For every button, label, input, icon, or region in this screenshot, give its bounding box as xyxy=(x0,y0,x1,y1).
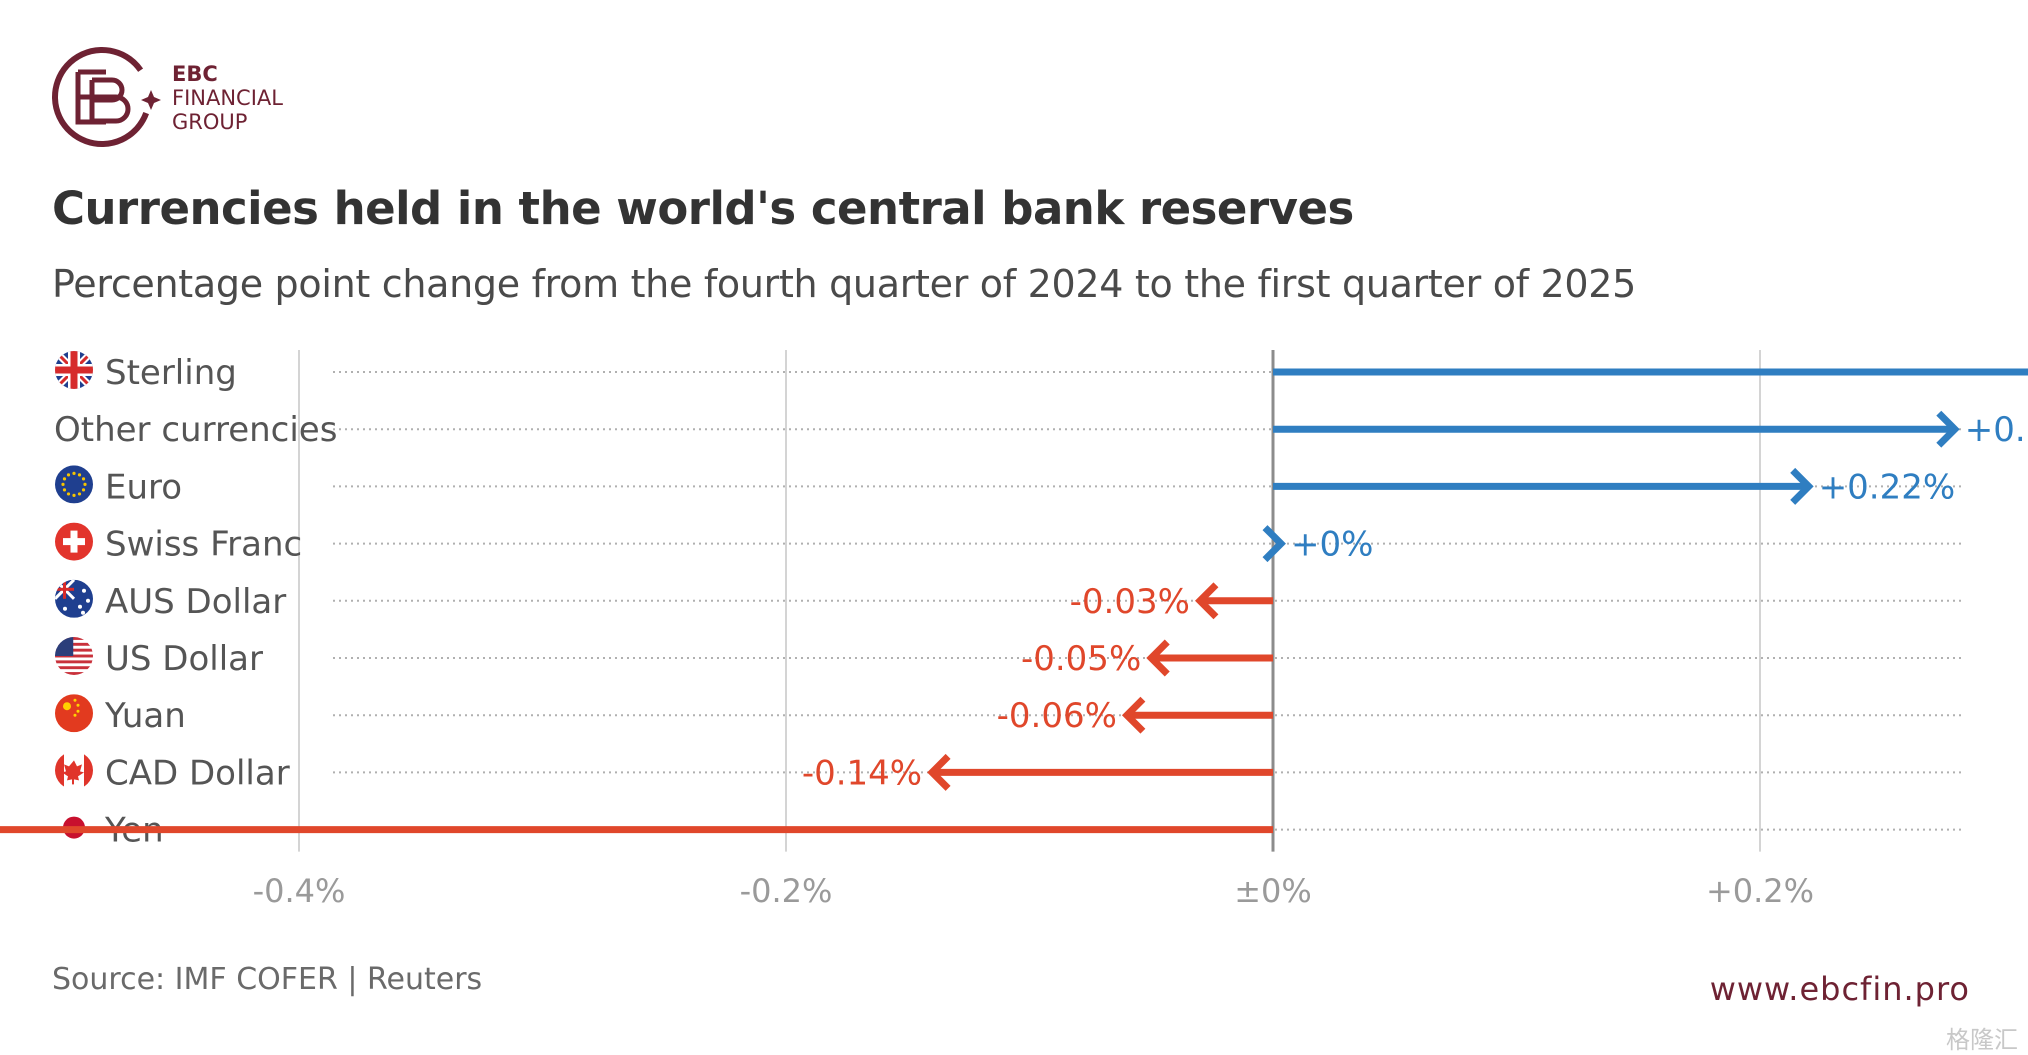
x-tick-label: -0.2% xyxy=(740,872,833,910)
value-label: +0% xyxy=(1291,525,1373,565)
category-label: Sterling xyxy=(105,353,237,393)
arrow-head xyxy=(1936,410,1960,448)
arrow-head xyxy=(927,753,951,791)
category-label: US Dollar xyxy=(105,639,263,679)
value-label: -0.03% xyxy=(1070,582,1190,622)
us-flag-icon xyxy=(55,637,93,675)
arrow-head xyxy=(1262,525,1286,563)
china-flag-icon xyxy=(55,694,93,733)
arrow-head xyxy=(1195,582,1219,620)
brand-name-line2: FINANCIAL xyxy=(172,86,283,110)
category-label: Swiss Franc xyxy=(105,525,302,565)
eu-flag-icon xyxy=(55,465,93,504)
ebc-monogram-logo-icon xyxy=(52,47,161,147)
uk-flag-icon xyxy=(55,351,93,389)
chart-subtitle: Percentage point change from the fourth … xyxy=(52,262,1637,306)
arrow-head xyxy=(1790,467,1814,505)
x-tick-label: ±0% xyxy=(1234,872,1312,910)
x-tick-label: +0.2% xyxy=(1706,872,1814,910)
arrow-head xyxy=(1121,696,1146,734)
value-label: +0.22% xyxy=(1819,467,1956,507)
source-note: Source: IMF COFER | Reuters xyxy=(52,962,483,997)
brand-logo: EBC FINANCIAL GROUP xyxy=(48,42,308,152)
value-label: -0.14% xyxy=(802,753,922,793)
category-label: AUS Dollar xyxy=(105,582,286,622)
brand-name-line3: GROUP xyxy=(172,110,248,134)
arrow-head xyxy=(1146,639,1170,677)
value-label: -0.05% xyxy=(1021,639,1141,679)
category-label: Euro xyxy=(105,467,182,507)
chart-title: Currencies held in the world's central b… xyxy=(52,182,1354,235)
value-label: -0.06% xyxy=(997,696,1117,736)
website-link[interactable]: www.ebcfin.pro xyxy=(1709,970,1970,1008)
australia-flag-icon xyxy=(55,579,93,618)
brand-name-line1: EBC xyxy=(172,62,218,86)
category-label: CAD Dollar xyxy=(105,753,290,793)
swiss-flag-icon xyxy=(55,522,93,561)
arrow-bar-chart: -0.6%-0.4%-0.2%±0%+0.2%+0.4%Sterling+0.4… xyxy=(0,350,2028,910)
category-label: Yuan xyxy=(104,696,186,736)
category-label: Other currencies xyxy=(54,410,337,450)
canada-flag-icon xyxy=(55,751,93,790)
watermark: 格隆汇 xyxy=(1946,1026,2018,1054)
value-label: +0.28% xyxy=(1965,410,2028,450)
x-tick-label: -0.4% xyxy=(253,872,346,910)
